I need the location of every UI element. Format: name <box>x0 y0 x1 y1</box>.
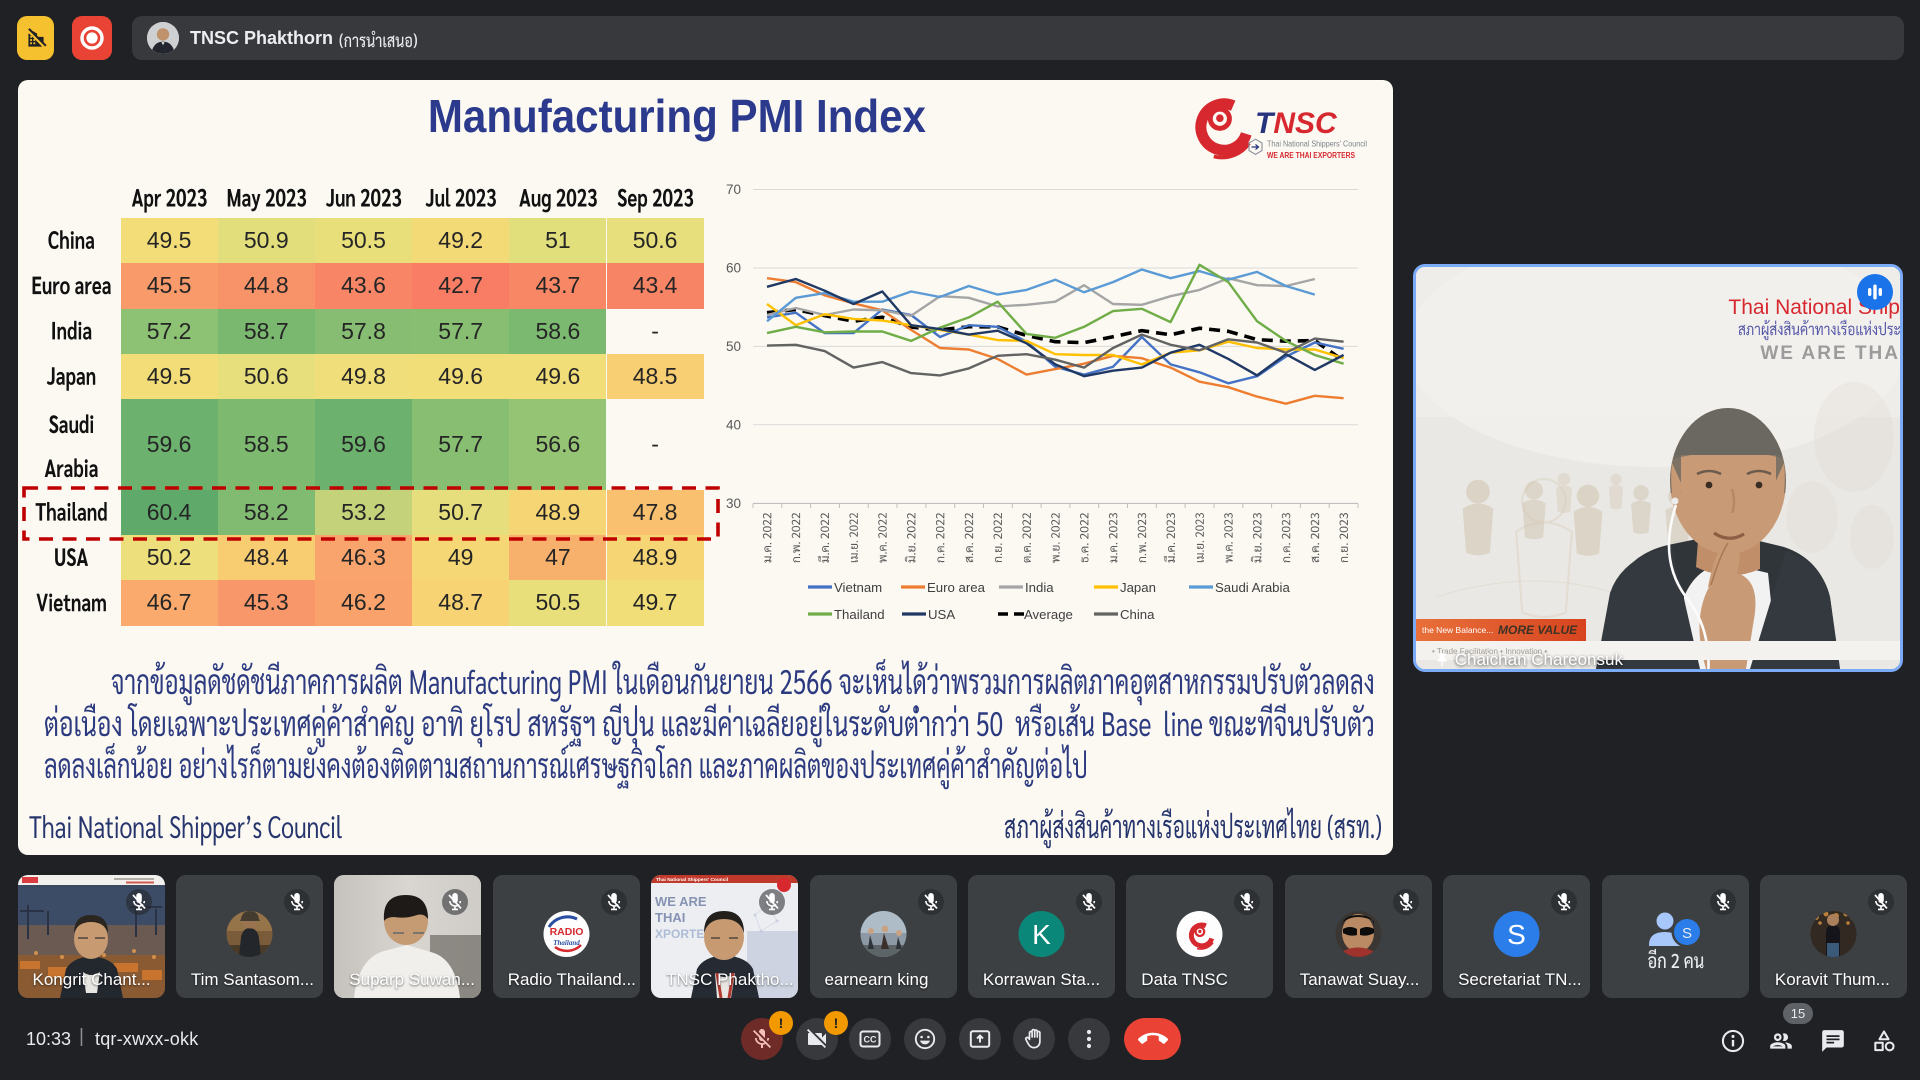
svg-text:50: 50 <box>726 339 741 354</box>
svg-text:Euro area: Euro area <box>927 580 986 595</box>
svg-text:Vietnam: Vietnam <box>834 580 882 595</box>
svg-text:• Trade Facilitation • I: • Trade Facilitation • Innovation • <box>1432 647 1547 656</box>
svg-text:Japan: Japan <box>1120 580 1156 595</box>
svg-text:WE ARE: WE ARE <box>655 894 707 909</box>
svg-text:MORE VALUE: MORE VALUE <box>1498 623 1578 637</box>
svg-text:RADIO: RADIO <box>549 926 583 938</box>
svg-text:K: K <box>1032 919 1051 950</box>
svg-text:30: 30 <box>726 496 741 511</box>
svg-text:Thailand: Thailand <box>834 607 885 622</box>
svg-text:USA: USA <box>928 607 955 622</box>
svg-text:Thailand: Thailand <box>553 939 580 947</box>
svg-text:China: China <box>1120 607 1155 622</box>
svg-text:Saudi Arabia: Saudi Arabia <box>1215 580 1290 595</box>
svg-text:60: 60 <box>726 261 741 276</box>
svg-text:CC: CC <box>864 1035 877 1045</box>
svg-text:S: S <box>1507 919 1526 950</box>
svg-text:the New Balance...: the New Balance... <box>1422 625 1493 635</box>
svg-text:Average: Average <box>1024 607 1073 622</box>
svg-text:40: 40 <box>726 417 741 432</box>
svg-text:WE ARE THA: WE ARE THA <box>1760 343 1900 364</box>
svg-text:India: India <box>1025 580 1054 595</box>
svg-text:THAI: THAI <box>655 910 685 925</box>
svg-text:Thai National Shippers' Counci: Thai National Shippers' Council <box>656 877 728 883</box>
svg-text:Thai National Ship: Thai National Ship <box>1728 296 1900 319</box>
svg-text:WE ARE THAI EXPORTERS: WE ARE THAI EXPORTERS <box>1267 151 1356 160</box>
svg-text:S: S <box>1681 925 1691 942</box>
svg-text:TNSC: TNSC <box>1255 107 1338 140</box>
svg-text:Thai National Shippers' Counci: Thai National Shippers' Council <box>1267 140 1367 149</box>
svg-text:70: 70 <box>726 182 741 197</box>
